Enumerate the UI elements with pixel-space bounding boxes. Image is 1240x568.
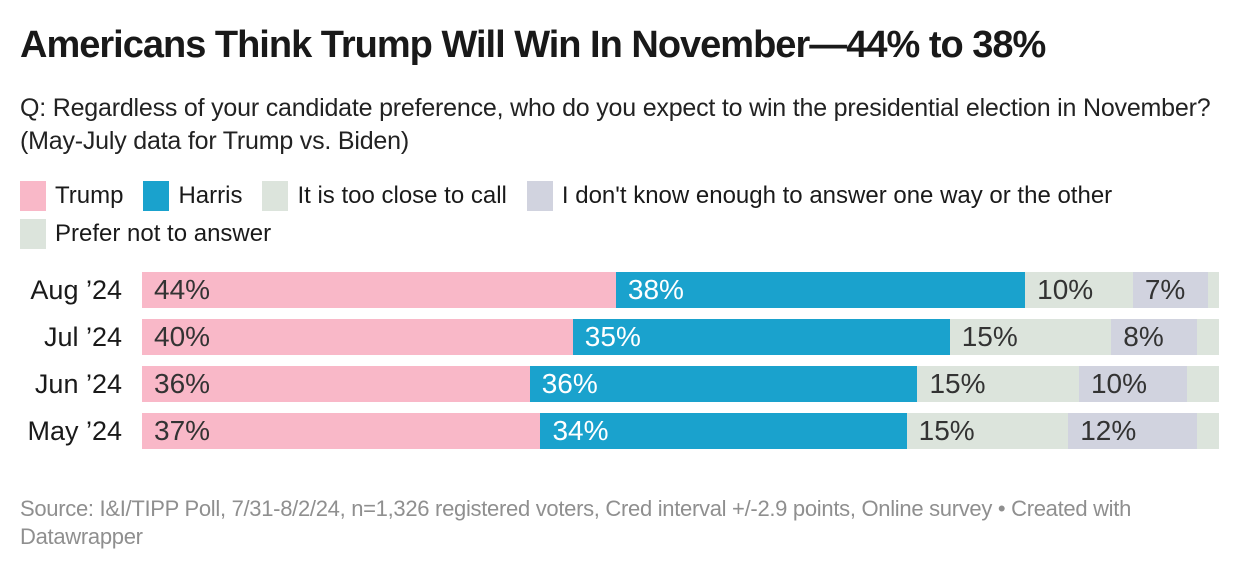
- row-label: Jun ’24: [34, 369, 122, 399]
- bar-track: 40% 35% 15% 8%: [142, 319, 1219, 355]
- bar-track: 44% 38% 10% 7%: [142, 272, 1219, 308]
- legend-item-label: I don't know enough to answer one way or…: [561, 182, 1113, 209]
- bar-segment-value: 35%: [584, 321, 641, 352]
- bar-segment-value: 10%: [1037, 274, 1094, 305]
- chart-title: Americans Think Trump Will Win In Novemb…: [20, 24, 1046, 66]
- bar-segment-value: 38%: [627, 274, 684, 305]
- bar-segment: [1197, 413, 1219, 449]
- legend-item-1: Harris: [143, 181, 242, 211]
- bar-segment-value: 8%: [1123, 321, 1164, 352]
- bar-segment: 35%: [572, 319, 950, 355]
- legend-swatch-icon: [20, 219, 46, 249]
- legend-item-3: I don't know enough to answer one way or…: [526, 181, 1113, 211]
- bar-row: Jul ’24 40% 35% 15% 8%: [20, 319, 1219, 355]
- bar-segment: 12%: [1068, 413, 1198, 449]
- row-label: Jul ’24: [43, 322, 122, 352]
- legend-item-label: Trump: [55, 182, 124, 209]
- bar-segment: 40%: [142, 319, 573, 355]
- bar-segment-value: 44%: [154, 274, 211, 305]
- legend-item-4: Prefer not to answer: [20, 219, 271, 249]
- legend-swatch-icon: [143, 181, 170, 211]
- bar-segment-value: 7%: [1144, 274, 1186, 305]
- bar-segment-value: 15%: [918, 415, 975, 446]
- legend-swatch-icon: [262, 181, 289, 211]
- bar-segment: 44%: [142, 272, 616, 308]
- legend: Trump Harris It is too close to call I don'…: [20, 181, 1219, 249]
- bar-segment: [1197, 319, 1219, 355]
- stacked-bar-chart: Aug ’24 44% 38% 10% 7% Jul ’24 40% 35% 15% 8% Jun …: [20, 272, 1219, 449]
- source-line: Source: I&I/TIPP Poll, 7/31-8/2/24, n=1,…: [20, 495, 1165, 551]
- bar-segment: 15%: [949, 319, 1112, 355]
- bar-segment: 7%: [1132, 272, 1209, 308]
- bar-track: 36% 36% 15% 10%: [142, 366, 1219, 402]
- bar-segment-value: 36%: [541, 368, 598, 399]
- row-label: May ’24: [27, 416, 122, 446]
- legend-item-label: It is too close to call: [297, 182, 507, 209]
- bar-segment: [1208, 272, 1219, 308]
- bar-segment: 38%: [615, 272, 1026, 308]
- bar-row: May ’24 37% 34% 15% 12%: [20, 413, 1219, 449]
- legend-item-label: Harris: [178, 182, 243, 209]
- bar-segment-value: 40%: [154, 321, 211, 352]
- datawrapper-link[interactable]: Datawrapper: [20, 524, 143, 549]
- bar-segment: 36%: [529, 366, 918, 402]
- bar-segment-value: 36%: [154, 368, 211, 399]
- bar-segment: 34%: [540, 413, 907, 449]
- legend-item-2: It is too close to call: [262, 181, 507, 211]
- row-label: Aug ’24: [30, 275, 122, 305]
- bar-segment-value: 10%: [1090, 368, 1148, 399]
- legend-swatch-icon: [526, 181, 553, 211]
- bar-segment: 15%: [906, 413, 1069, 449]
- chart-card: Americans Think Trump Will Win In Novemb…: [20, 24, 1219, 551]
- bar-segment-value: 15%: [961, 321, 1018, 352]
- legend-swatch-icon: [20, 181, 46, 211]
- bar-row: Aug ’24 44% 38% 10% 7%: [20, 272, 1219, 308]
- bar-segment: 10%: [1078, 366, 1187, 402]
- bar-row: Jun ’24 36% 36% 15% 10%: [20, 366, 1219, 402]
- bar-segment: 8%: [1111, 319, 1198, 355]
- bar-segment: 15%: [917, 366, 1079, 402]
- bar-segment: 36%: [142, 366, 530, 402]
- bar-segment-value: 34%: [552, 415, 609, 446]
- bar-track: 37% 34% 15% 12%: [142, 413, 1219, 449]
- source-text: Source: I&I/TIPP Poll, 7/31-8/2/24, n=1,…: [20, 496, 993, 521]
- source-separator: •: [997, 496, 1006, 521]
- attribution-prefix: Created with: [1011, 496, 1132, 521]
- bar-segment: 37%: [142, 413, 541, 449]
- chart-question: Q: Regardless of your candidate preferen…: [20, 94, 1211, 155]
- bar-segment: 10%: [1025, 272, 1133, 308]
- bar-segment: [1186, 366, 1219, 402]
- bar-segment-value: 15%: [929, 368, 986, 399]
- bar-segment-value: 37%: [154, 415, 211, 446]
- bar-segment-value: 12%: [1080, 415, 1137, 446]
- legend-item-label: Prefer not to answer: [55, 220, 272, 247]
- legend-item-0: Trump: [20, 181, 123, 211]
